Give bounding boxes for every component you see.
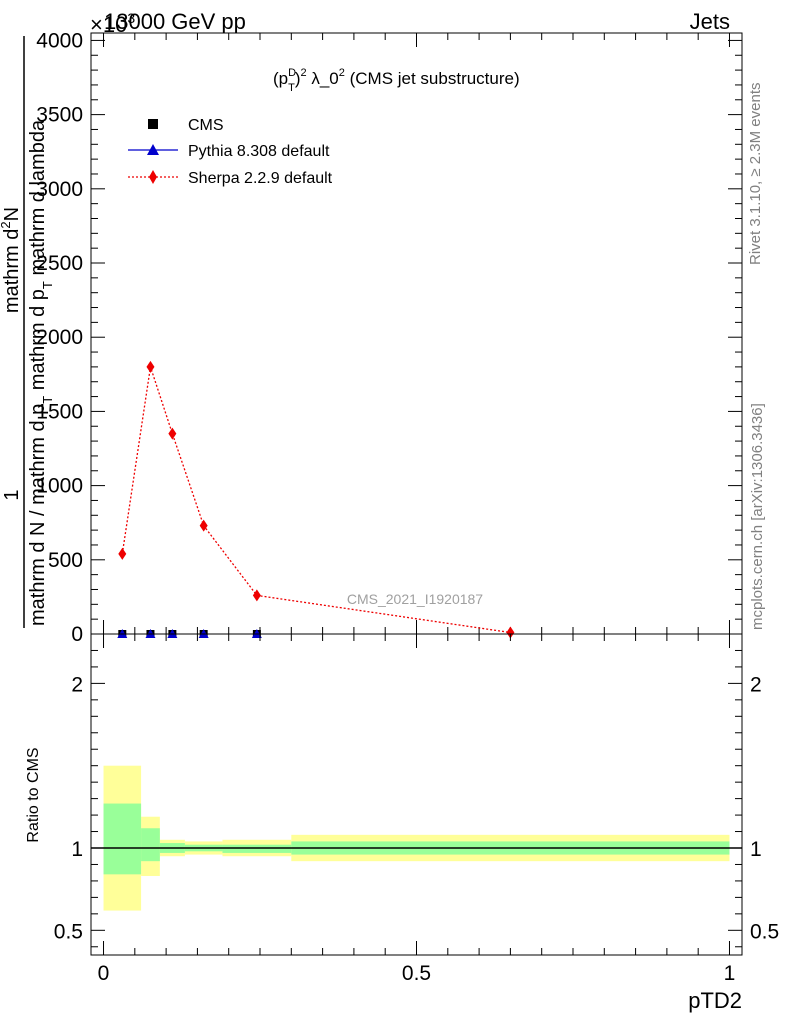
ratio-bands	[103, 765, 730, 911]
ratio-frame	[90, 633, 743, 956]
main-y-axis-label: 1 mathrm d N / mathrm d pT mathrm d pT m…	[0, 36, 55, 628]
ratio-band-bin	[103, 803, 142, 875]
data-point-sherpa	[146, 360, 155, 373]
main-y-tick-labels: 0 500 1000 1500 2000 2500 3000 3500 4000	[36, 29, 83, 646]
legend: CMS Pythia 8.308 default Sherpa 2.2.9 defa…	[128, 117, 333, 187]
legend-entry-label: Sherpa 2.2.9 default	[188, 170, 333, 187]
ratio-band-bin	[222, 844, 292, 853]
ratio-y-tick-label: 0.5	[54, 920, 83, 943]
x-axis-label: pTD2	[688, 988, 742, 1013]
main-y-tick-label: 3500	[36, 104, 83, 127]
legend-marker-cms	[148, 119, 158, 129]
x-tick-label: 0	[98, 962, 110, 985]
data-point-sherpa	[118, 547, 127, 560]
series-line-sherpa	[121, 366, 511, 634]
data-point-sherpa	[252, 589, 261, 602]
ratio-y-tick-label-right: 2	[750, 673, 762, 696]
ratio-y-tick-label: 2	[71, 673, 83, 696]
ratio-y-tick-label-right: 0.5	[750, 920, 779, 943]
ratio-y-label: Ratio to CMS	[25, 747, 42, 842]
x-tick-label: 1	[724, 962, 736, 985]
data-point-sherpa	[506, 626, 515, 639]
ratio-panel: 0.5 0.51 12 2 0 0.5 1 Ratio to CMS pTD2	[25, 633, 779, 1013]
ratio-band-bin	[141, 828, 160, 862]
energy-label: 13000 GeV pp	[104, 9, 246, 34]
process-label: Jets	[690, 9, 730, 34]
main-y-tick-label: 4000	[36, 29, 83, 52]
main-y-tick-label: 1500	[36, 400, 83, 423]
watermark: CMS_2021_I1920187	[347, 591, 483, 607]
main-panel: 0 500 1000 1500 2000 2500 3000 3500 4000 CMS_202…	[36, 29, 743, 646]
ratio-x-tick-labels: 0 0.5 1	[98, 962, 736, 985]
exponent-sup: 3	[127, 10, 135, 26]
data-point-sherpa	[199, 519, 208, 532]
main-y-tick-label: 2500	[36, 252, 83, 275]
plot-title: (pD T)2 λ_02 (CMS jet substructure)	[273, 67, 520, 94]
main-y-tick-label: 1000	[36, 475, 83, 498]
y-label-one: 1	[1, 489, 23, 500]
ratio-axis-ticks	[91, 634, 742, 955]
mcplots-label: mcplots.cern.ch [arXiv:1306.3436]	[749, 403, 766, 630]
x-tick-label: 0.5	[402, 962, 431, 985]
legend-entry-label: CMS	[188, 117, 224, 134]
legend-marker-sherpa	[149, 170, 157, 184]
ratio-y-tick-labels: 0.5 0.5 1 1 2 2	[54, 673, 779, 943]
main-y-tick-label: 3000	[36, 178, 83, 201]
ratio-y-tick-label-right: 1	[750, 838, 762, 861]
y-label-numerator: mathrm d2N	[0, 207, 23, 313]
rivet-label: Rivet 3.1.10, ≥ 2.3M events	[747, 83, 764, 266]
main-y-tick-label: 0	[71, 623, 83, 646]
legend-marker-pythia	[147, 144, 159, 155]
ratio-y-tick-label: 1	[71, 838, 83, 861]
main-y-tick-label: 2000	[36, 326, 83, 349]
legend-entry-label: Pythia 8.308 default	[188, 143, 330, 160]
data-point-sherpa	[168, 427, 177, 440]
main-y-tick-label: 500	[48, 549, 83, 572]
